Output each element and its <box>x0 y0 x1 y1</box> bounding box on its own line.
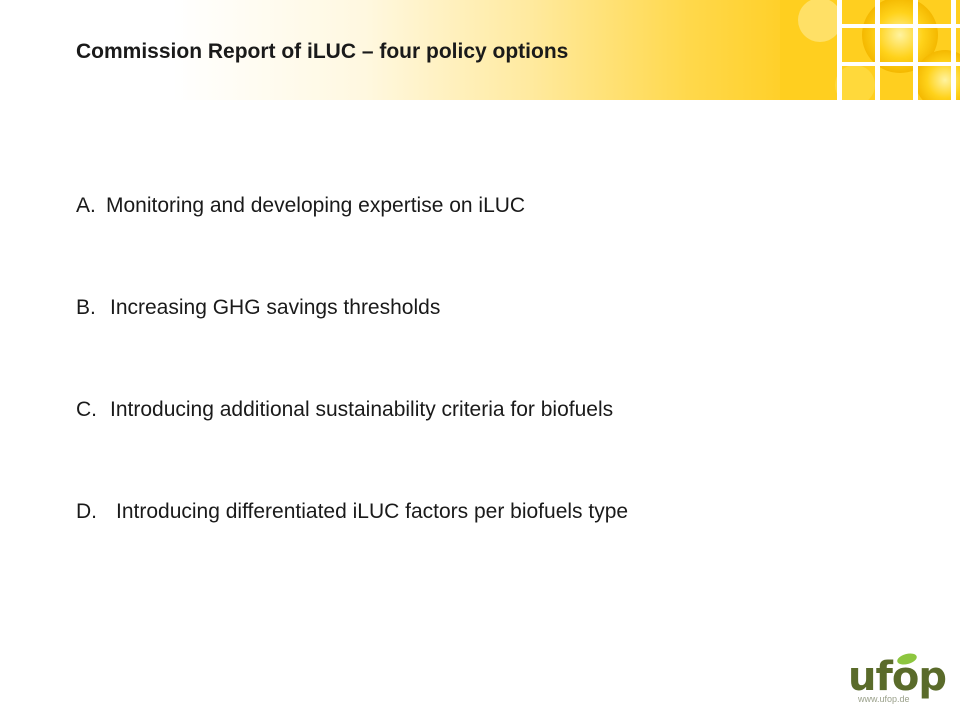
logo-url: www.ufop.de <box>858 694 910 704</box>
policy-option-b: B. Increasing GHG savings thresholds <box>76 296 440 320</box>
ufop-logo: ufop www.ufop.de <box>848 652 947 708</box>
option-letter: D. <box>76 500 97 523</box>
policy-option-d: D. Introducing differentiated iLUC facto… <box>76 500 628 524</box>
policy-option-a: A. Monitoring and developing expertise o… <box>76 194 525 218</box>
option-text: Monitoring and developing expertise on i… <box>106 194 526 217</box>
option-letter: C. <box>76 398 97 421</box>
option-text: Introducing additional sustainability cr… <box>110 398 614 421</box>
option-text: Increasing GHG savings thresholds <box>110 296 441 319</box>
option-letter: B. <box>76 296 96 319</box>
slide-title: Commission Report of iLUC – four policy … <box>76 40 569 63</box>
option-text: Introducing differentiated iLUC factors … <box>116 500 629 523</box>
header-flower-photo <box>780 0 960 100</box>
policy-option-c: C. Introducing additional sustainability… <box>76 398 613 422</box>
option-letter: A. <box>76 194 96 217</box>
leaf-icon <box>896 652 918 671</box>
